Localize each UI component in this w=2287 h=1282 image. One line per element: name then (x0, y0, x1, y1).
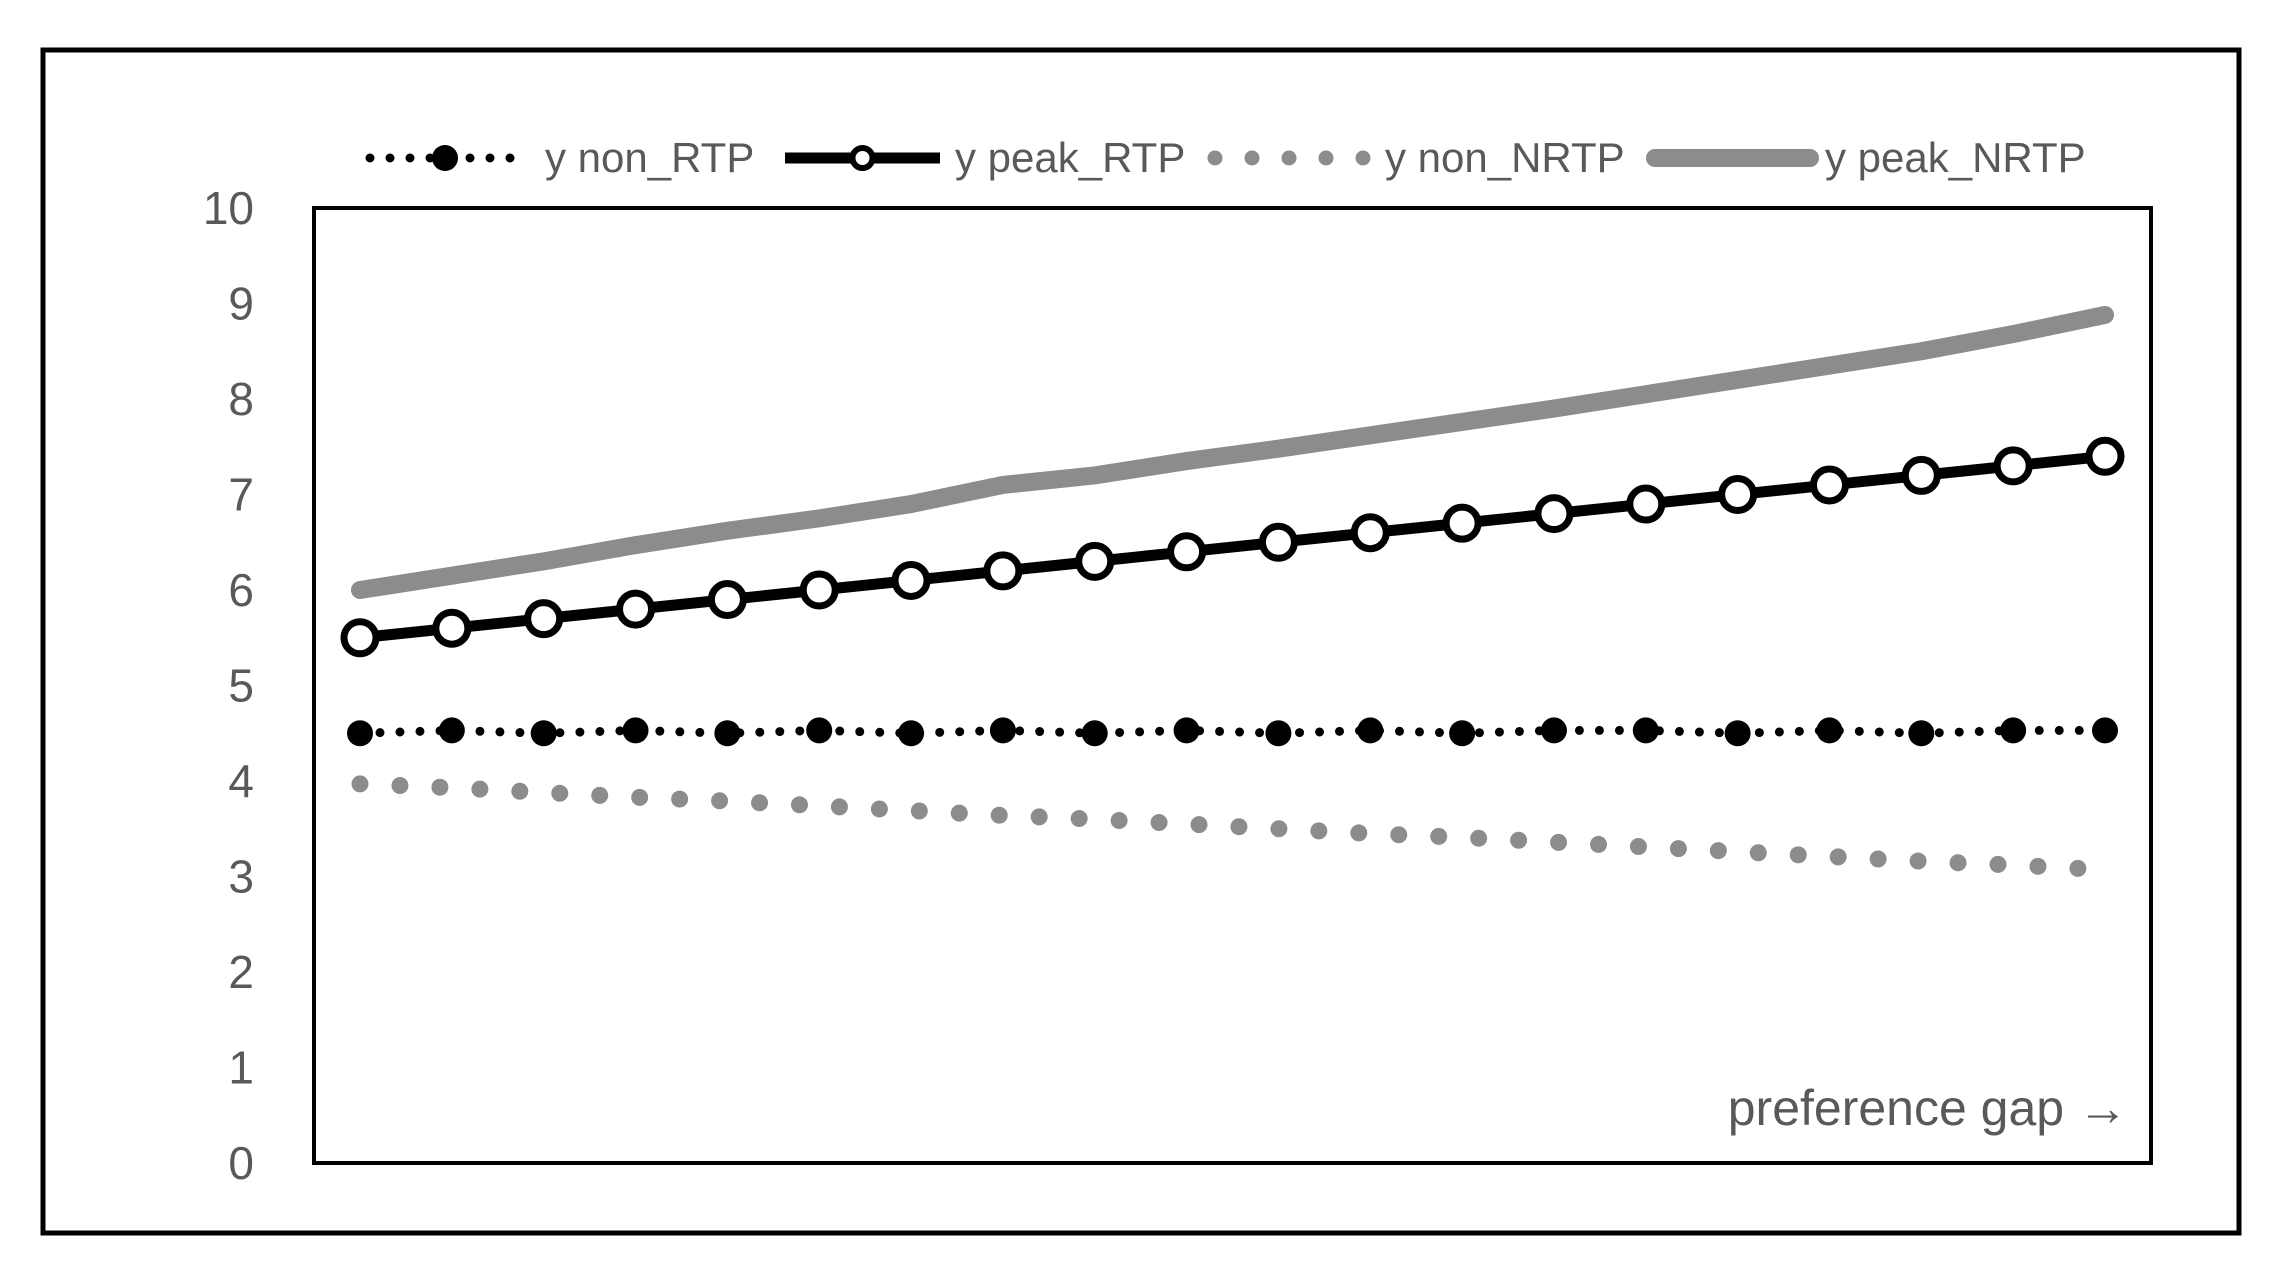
y-tick-label: 5 (228, 660, 254, 712)
data-point (806, 717, 833, 744)
data-point (1075, 541, 1115, 581)
data-point (1449, 720, 1476, 747)
series-y-peak_rtp (340, 436, 2125, 658)
data-point (432, 608, 472, 648)
data-point (530, 720, 557, 747)
y-tick-label: 7 (228, 469, 254, 521)
legend-marker (849, 145, 876, 171)
y-tick-label: 9 (228, 278, 254, 330)
annotation-preference-gap: preference gap → (1728, 1080, 2128, 1136)
data-point (1265, 720, 1292, 747)
data-point (438, 717, 465, 744)
data-point (347, 720, 373, 747)
data-point (1534, 494, 1574, 534)
y-tick-label: 0 (228, 1137, 254, 1189)
data-point (2092, 717, 2118, 744)
y-tick-label: 6 (228, 564, 254, 616)
series-y-non_rtp (347, 717, 2118, 747)
data-point (707, 580, 747, 620)
legend-label: y non_RTP (545, 134, 754, 181)
data-point (616, 589, 656, 629)
data-point (1626, 484, 1666, 524)
data-point (1632, 717, 1659, 744)
data-point (1173, 717, 1200, 744)
y-tick-label: 10 (203, 182, 254, 234)
data-point (1724, 720, 1751, 747)
y-tick-label: 3 (228, 851, 254, 903)
series-line (351, 305, 2114, 599)
legend-item: y non_NRTP (1207, 134, 1625, 181)
data-point (989, 717, 1016, 744)
data-point (622, 717, 649, 744)
data-point (1816, 717, 1843, 744)
data-point (1357, 717, 1384, 744)
data-point (891, 560, 931, 600)
data-point (2085, 436, 2125, 476)
data-point (1081, 720, 1108, 747)
data-point (1901, 455, 1941, 495)
y-axis-ticks: 0 1 2 3 4 5 6 7 8 9 10 (203, 182, 254, 1189)
series-layer (340, 305, 2125, 879)
data-point (2000, 717, 2027, 744)
data-point (524, 599, 564, 639)
data-point (1350, 513, 1390, 553)
data-point (1809, 465, 1849, 505)
data-point (1993, 446, 2033, 486)
legend-item: y non_RTP (365, 134, 754, 181)
data-point (1908, 720, 1935, 747)
legend-marker (432, 145, 458, 171)
legend: y non_RTP y peak_RTP y non_NRTP y peak_NRTP (365, 134, 2086, 181)
legend-item: y peak_NRTP (1646, 134, 2086, 181)
data-point (1167, 532, 1207, 572)
data-point (1442, 503, 1482, 543)
data-point (1540, 717, 1567, 744)
y-tick-label: 4 (228, 755, 254, 807)
data-point (714, 720, 741, 747)
data-point (1258, 522, 1298, 562)
data-point (340, 618, 380, 658)
series-line (351, 775, 2114, 879)
legend-label: y peak_NRTP (1825, 134, 2086, 181)
y-tick-label: 1 (228, 1042, 254, 1094)
data-point (898, 720, 925, 747)
series-line (355, 725, 2110, 738)
y-tick-label: 8 (228, 373, 254, 425)
series-y-non_nrtp (351, 775, 2114, 879)
plot-area (312, 206, 2153, 1165)
legend-label: y peak_RTP (955, 134, 1185, 181)
legend-label: y non_NRTP (1385, 134, 1625, 181)
data-point (799, 570, 839, 610)
y-tick-label: 2 (228, 946, 254, 998)
data-point (983, 551, 1023, 591)
outer-frame (40, 47, 2242, 1236)
legend-item: y peak_RTP (785, 134, 1185, 181)
data-point (1718, 475, 1758, 514)
series-y-peak_nrtp (351, 305, 2114, 599)
